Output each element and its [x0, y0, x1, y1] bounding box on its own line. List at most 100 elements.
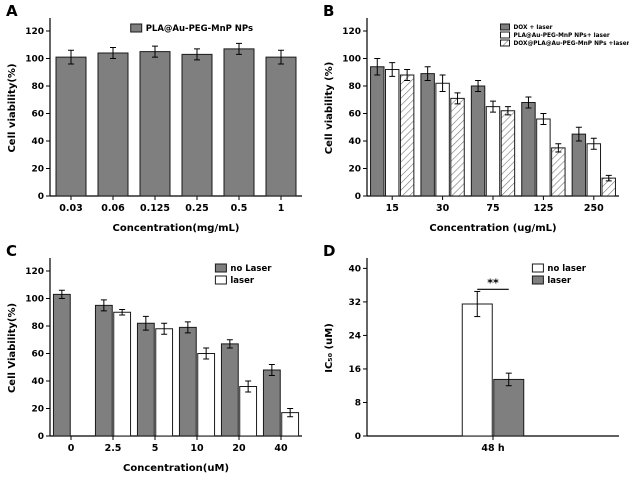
- y-tick-label: 80: [348, 82, 361, 92]
- chart-d-ic50-comparison: 0 8 16 24 32 40 48 h IC₅₀ (uM) no laser laser **: [324, 258, 619, 454]
- legend-label: PLA@Au-PEG-MnP NPs+ laser: [514, 33, 610, 39]
- legend-swatch: [500, 31, 510, 39]
- panel-d-letter: D: [323, 242, 336, 260]
- panel-a: A 0 20 40 60 80 100 120 0.03 0.06 0.125 0.25 0.5 1 Co…: [0, 0, 316, 240]
- bar: [384, 69, 400, 197]
- panel-b-letter: B: [323, 2, 335, 20]
- bar: [94, 304, 113, 437]
- bar: [181, 53, 213, 197]
- y-tick-label: 40: [31, 137, 44, 147]
- x-tick-label: 0.06: [101, 203, 125, 214]
- bar: [420, 73, 435, 197]
- bar: [197, 353, 216, 437]
- legend-label: DOX@PLA@Au-PEG-MnP NPs +laser: [514, 41, 630, 47]
- bar: [262, 369, 281, 437]
- bar: [571, 133, 587, 197]
- y-tick-label: 40: [348, 264, 361, 274]
- x-tick-label: 40: [274, 443, 288, 454]
- legend-label: no laser: [547, 264, 586, 274]
- y-axis-label: Cell viability (%): [324, 62, 335, 155]
- bar: [239, 386, 258, 437]
- bar: [493, 378, 525, 437]
- y-tick-label: 100: [342, 55, 361, 65]
- y-axis-label: Cell viability(%): [7, 63, 18, 152]
- chart-a-cell-viability-vs-concentration: 0 20 40 60 80 100 120 0.03 0.06 0.125 0.25 0.5 1 Conc…: [7, 18, 302, 234]
- bar: [500, 110, 516, 197]
- bar: [586, 143, 602, 197]
- panel-b: B 0 20 40 60 80 100 120 15 30 75 125 250 Concentrati…: [317, 0, 633, 240]
- legend-label: laser: [547, 276, 571, 286]
- x-tick-label: 0: [68, 443, 75, 454]
- y-tick-label: 120: [342, 27, 361, 37]
- y-axis-label: Cell Viability(%): [7, 303, 18, 393]
- bar: [178, 326, 197, 437]
- y-tick-label: 60: [31, 110, 44, 120]
- x-tick-label: 0.5: [231, 203, 248, 214]
- y-tick-label: 16: [348, 365, 361, 375]
- x-tick-label: 125: [533, 203, 553, 214]
- legend-swatch: [531, 263, 544, 273]
- y-tick-label: 0: [38, 192, 44, 202]
- legend-swatch: [130, 23, 143, 33]
- legend-label: DOX + laser: [514, 25, 553, 31]
- legend-label: PLA@Au-PEG-MnP NPs: [146, 24, 253, 34]
- bar: [139, 51, 171, 197]
- x-tick-label: 250: [584, 203, 604, 214]
- y-tick-label: 60: [31, 350, 44, 360]
- x-tick-label: 0.03: [59, 203, 82, 214]
- x-tick-label: 1: [278, 203, 285, 214]
- x-tick-label: 75: [486, 203, 499, 214]
- panel-d: D 0 8 16 24 32 40 48 h IC₅₀ (uM) no laser laser **: [317, 240, 633, 481]
- bar: [223, 48, 255, 197]
- panel-c: C 0 20 40 60 80 100 120 0 2.5 5 10 20 40 Concentratio…: [0, 240, 316, 481]
- x-tick-label: 30: [436, 203, 450, 214]
- x-tick-label: 20: [232, 443, 246, 454]
- y-tick-label: 0: [355, 192, 361, 202]
- bar: [470, 85, 486, 197]
- legend-swatch: [500, 39, 510, 47]
- y-tick-label: 120: [25, 267, 44, 277]
- x-tick-label: 0.25: [185, 203, 208, 214]
- x-axis-label: Concentration(uM): [123, 463, 229, 474]
- x-tick-label: 5: [152, 443, 159, 454]
- bar: [155, 328, 174, 437]
- bar: [55, 56, 87, 197]
- bar: [461, 303, 493, 437]
- bar: [52, 293, 71, 437]
- y-tick-label: 8: [355, 398, 361, 408]
- legend-label: no Laser: [230, 264, 272, 274]
- y-tick-label: 100: [25, 295, 44, 305]
- y-axis-label: IC₅₀ (uM): [324, 323, 335, 373]
- y-tick-label: 60: [348, 110, 361, 120]
- y-tick-label: 0: [355, 432, 361, 442]
- bar: [220, 343, 239, 437]
- x-tick-label: 0.125: [140, 203, 170, 214]
- chart-c-cell-viability-laser-vs-no-laser: 0 20 40 60 80 100 120 0 2.5 5 10 20 40 Concentration(…: [7, 258, 302, 474]
- bar: [97, 52, 129, 197]
- y-tick-label: 80: [31, 82, 44, 92]
- bar: [521, 102, 536, 197]
- bar: [370, 66, 385, 197]
- y-tick-label: 20: [348, 165, 361, 175]
- bar: [265, 56, 297, 197]
- x-tick-label: 15: [386, 203, 399, 214]
- x-tick-label: 48 h: [481, 443, 505, 454]
- x-tick-label: 2.5: [105, 443, 122, 454]
- x-axis-label: Concentration (ug/mL): [429, 223, 556, 234]
- y-tick-label: 20: [31, 405, 44, 415]
- chart-b-cell-viability-laser-groups: 0 20 40 60 80 100 120 15 30 75 125 250 Concentration…: [324, 18, 630, 234]
- bar: [113, 311, 132, 437]
- y-tick-label: 40: [348, 137, 361, 147]
- legend-label: laser: [230, 276, 254, 286]
- bar: [136, 322, 155, 437]
- panel-c-letter: C: [6, 242, 18, 260]
- x-tick-label: 10: [190, 443, 204, 454]
- y-tick-label: 80: [31, 322, 44, 332]
- bar: [485, 106, 501, 197]
- x-axis-label: Concentration(mg/mL): [113, 223, 240, 234]
- y-tick-label: 40: [31, 377, 44, 387]
- y-tick-label: 20: [31, 165, 44, 175]
- significance-stars: **: [487, 276, 499, 289]
- y-tick-label: 24: [348, 331, 361, 341]
